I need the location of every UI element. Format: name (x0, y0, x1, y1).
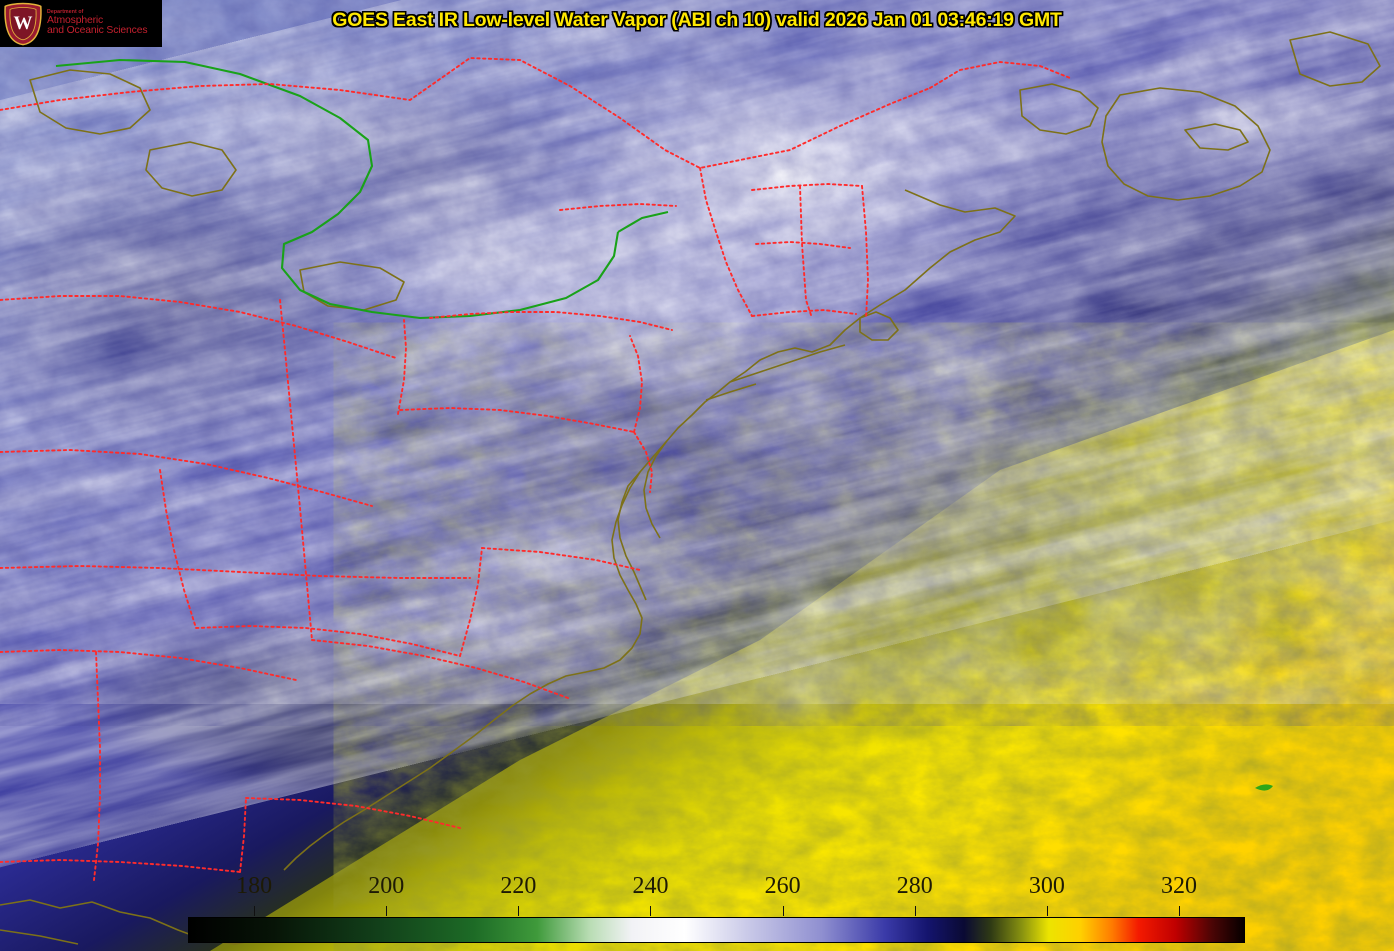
logo-dept-prefix: Department of (47, 9, 84, 16)
colorbar: 180 200 220 240 260 280 300 320 (188, 873, 1245, 943)
colorbar-tick-label: 300 (1028, 873, 1065, 899)
state-border-overlay (0, 57, 1071, 881)
colorbar-tick-label: 220 (500, 873, 537, 899)
colorbar-tick (1046, 906, 1048, 916)
logo-line-2: and Oceanic Sciences (47, 25, 148, 37)
colorbar-tick (254, 906, 256, 916)
colorbar-tick (1178, 906, 1180, 916)
colorbar-tick-label: 280 (896, 873, 933, 899)
colorbar-tick-label: 240 (632, 873, 669, 899)
colorbar-tick (650, 906, 652, 916)
colorbar-tick (518, 906, 520, 916)
colorbar-tick (782, 906, 784, 916)
colorbar-tick-label: 320 (1160, 873, 1197, 899)
uw-aos-logo-plate: W Department of Atmospheric and Oceanic … (0, 0, 162, 47)
colorbar-tick-label: 200 (368, 873, 405, 899)
uw-crest-icon: W (2, 2, 44, 46)
province-border-overlay (55, 58, 669, 320)
svg-text:W: W (14, 13, 33, 34)
cloud-shadow-mottle (0, 0, 1394, 660)
colorbar-tick-label: 180 (236, 873, 273, 899)
colorbar-gradient (188, 917, 1245, 943)
colorbar-tick (914, 906, 916, 916)
colorbar-tick-label: 260 (764, 873, 801, 899)
logo-line-1: Atmospheric (47, 14, 104, 26)
island-marker (1255, 784, 1273, 791)
colorbar-tick (386, 906, 388, 916)
